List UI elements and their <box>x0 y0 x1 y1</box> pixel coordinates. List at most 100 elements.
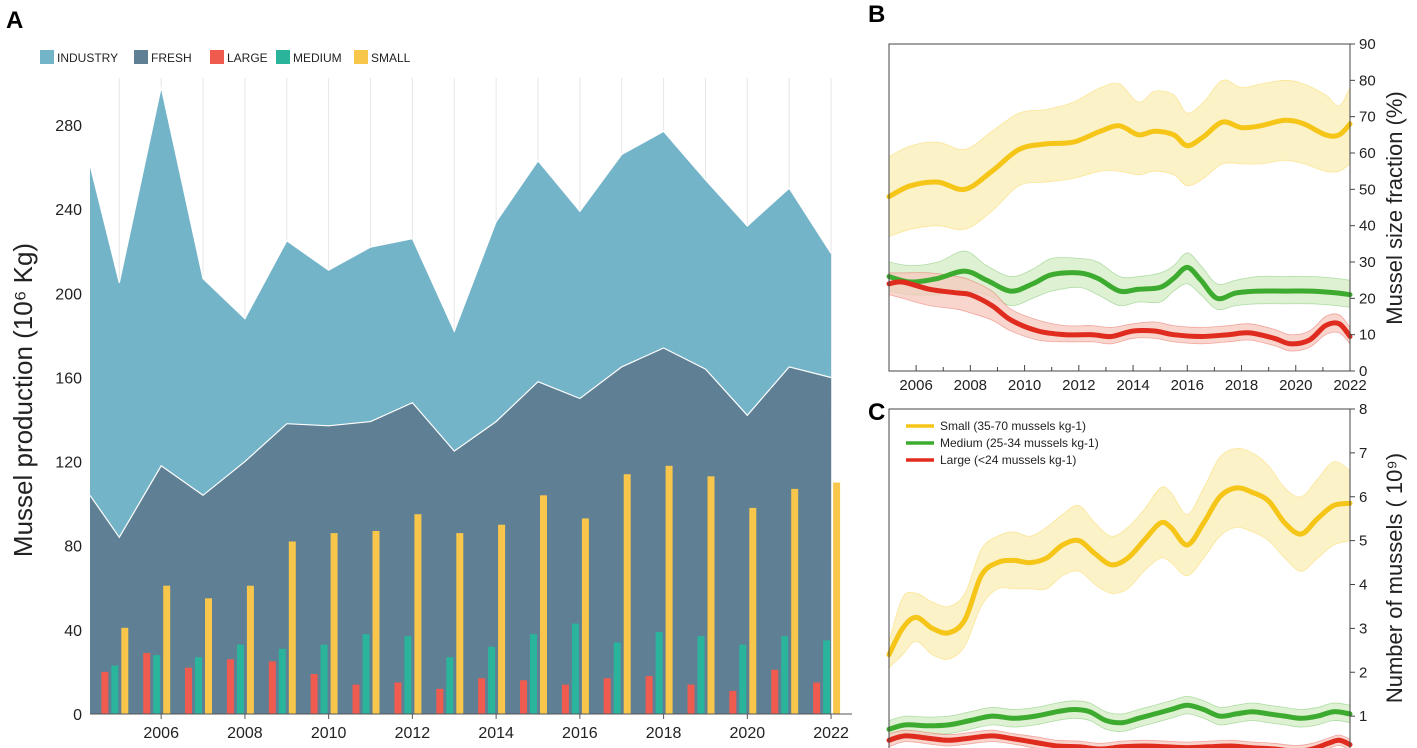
y-tick-label: 7 <box>1359 445 1367 462</box>
bar-medium-2010 <box>320 644 328 714</box>
x-tick-label: 2008 <box>954 377 987 394</box>
bar-medium-2008 <box>236 644 244 714</box>
bar-medium-2005 <box>111 665 119 714</box>
bar-small-2019 <box>707 476 715 714</box>
bar-large-2020 <box>729 690 737 714</box>
y-tick-label: 30 <box>1359 254 1376 271</box>
legend-label: Medium (25-34 mussels kg-1) <box>940 436 1099 450</box>
legend-label-medium: MEDIUM <box>293 51 342 65</box>
x-tick-label: 2018 <box>646 725 682 742</box>
x-tick-label: 2022 <box>1333 377 1366 394</box>
bar-medium-2011 <box>362 634 370 714</box>
y-tick-label: 0 <box>73 707 82 724</box>
x-tick-label: 2006 <box>143 725 179 742</box>
y-tick-label: 3 <box>1359 620 1367 637</box>
line-large <box>886 733 1353 748</box>
bar-medium-2018 <box>655 632 663 714</box>
panel-c-axes: 012345678 <box>888 401 1367 748</box>
panel-a-ylabel: Mussel production (10⁶ Kg) <box>8 243 38 557</box>
area-edge-fresh <box>89 347 832 539</box>
bar-medium-2022 <box>823 640 831 714</box>
line-small <box>886 117 1353 200</box>
x-tick-label: 2012 <box>1062 377 1095 394</box>
panel-b: 0 10 20 30 40 50 60 70 80 90 2006 2008 2010 2012 2014 2… <box>868 1 1407 394</box>
y-tick-label: 20 <box>1359 290 1376 307</box>
y-tick-label: 80 <box>64 539 82 556</box>
y-tick-label: 4 <box>1359 577 1367 594</box>
panel-a: 0 40 80 120 160 200 240 280 2006 2008 2010 2012 2014… <box>6 7 852 742</box>
bar-large-2016 <box>561 684 569 714</box>
x-tick-label: 2008 <box>227 725 263 742</box>
y-tick-label: 40 <box>1359 218 1376 235</box>
line-medium <box>886 702 1353 732</box>
bar-medium-2012 <box>404 636 412 714</box>
bar-medium-2007 <box>195 657 202 714</box>
y-tick-label: 200 <box>55 286 82 303</box>
x-tick-label: 2010 <box>311 725 347 742</box>
band-small <box>888 447 1351 669</box>
panel-c-ylabel: Number of mussels ( 10⁹) <box>1382 453 1407 703</box>
x-tick-label: 2022 <box>813 725 849 742</box>
panel-c: 012345678 Small (35-70 mussels kg-1)Medi… <box>868 399 1407 748</box>
bar-medium-2009 <box>278 648 286 714</box>
y-tick-label: 10 <box>1359 327 1376 344</box>
y-tick-label: 6 <box>1359 489 1367 506</box>
y-tick-label: 70 <box>1359 109 1376 126</box>
x-tick-label: 2014 <box>478 725 514 742</box>
panel-c-bands <box>888 447 1351 748</box>
line-large <box>886 279 1353 347</box>
bar-large-2005 <box>101 671 109 714</box>
panel-a-bars <box>101 465 841 714</box>
panel-b-label: B <box>868 1 885 28</box>
bar-large-2022 <box>813 682 821 714</box>
y-tick-label: 60 <box>1359 145 1376 162</box>
bar-large-2011 <box>352 684 360 714</box>
y-tick-label: 8 <box>1359 401 1367 418</box>
bar-large-2019 <box>687 684 695 714</box>
bar-large-2013 <box>436 688 444 714</box>
bar-large-2015 <box>520 680 527 714</box>
panel-a-axes: 0 40 80 120 160 200 240 280 2006 2008 2010 2012 2014… <box>55 118 852 742</box>
x-tick-label: 2006 <box>899 377 932 394</box>
y-tick-label: 0 <box>1359 363 1367 380</box>
bar-medium-2015 <box>530 634 537 714</box>
bar-small-2008 <box>246 585 254 714</box>
bar-small-2014 <box>498 524 506 714</box>
bar-medium-2006 <box>153 655 161 714</box>
bar-large-2006 <box>143 653 151 714</box>
bar-medium-2016 <box>571 623 579 714</box>
plot-frame <box>888 43 1351 372</box>
y-tick-label: 120 <box>55 455 82 472</box>
bar-small-2015 <box>540 495 547 714</box>
bar-medium-2020 <box>739 644 747 714</box>
x-tick-label: 2010 <box>1008 377 1041 394</box>
legend-label-fresh: FRESH <box>151 51 192 65</box>
bar-small-2013 <box>456 533 464 714</box>
bar-medium-2013 <box>446 657 454 714</box>
bar-large-2009 <box>268 661 276 714</box>
bar-large-2021 <box>771 669 779 714</box>
x-tick-label: 2012 <box>395 725 431 742</box>
panel-a-label: A <box>6 7 23 34</box>
x-tick-label: 2020 <box>1279 377 1312 394</box>
bar-large-2010 <box>310 674 318 714</box>
bar-small-2009 <box>288 541 296 714</box>
bar-medium-2014 <box>488 646 496 714</box>
bar-medium-2021 <box>781 636 789 714</box>
y-tick-label: 5 <box>1359 533 1367 550</box>
panel-b-axes: 0 10 20 30 40 50 60 70 80 90 2006 2008 2010 2012 2014 2… <box>888 36 1376 394</box>
legend-label-small: SMALL <box>371 51 411 65</box>
bar-large-2018 <box>645 676 653 714</box>
panel-c-legend: Small (35-70 mussels kg-1) Medium (25-34 … <box>906 419 1099 467</box>
bar-small-2016 <box>581 518 589 714</box>
x-tick-label: 2016 <box>1171 377 1204 394</box>
bar-small-2011 <box>372 531 380 714</box>
panel-c-label: C <box>868 399 885 426</box>
legend-swatch-large <box>210 50 224 64</box>
bar-large-2014 <box>478 678 486 714</box>
panel-b-lines <box>886 117 1353 347</box>
bar-small-2012 <box>414 514 422 714</box>
y-tick-label: 160 <box>55 370 82 387</box>
x-tick-label: 2014 <box>1116 377 1149 394</box>
